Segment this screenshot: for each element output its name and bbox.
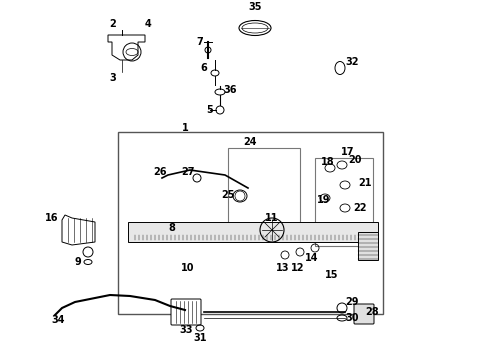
Text: 23: 23 (361, 237, 375, 247)
Text: 7: 7 (196, 37, 203, 47)
Text: 25: 25 (221, 190, 235, 200)
Text: 16: 16 (45, 213, 59, 223)
Text: 6: 6 (200, 63, 207, 73)
Text: 4: 4 (145, 19, 151, 29)
Bar (128, 222, 378, 242)
Text: 18: 18 (321, 157, 335, 167)
Text: 14: 14 (305, 253, 319, 263)
Text: 30: 30 (345, 313, 359, 323)
Bar (228, 148, 300, 236)
Text: 26: 26 (153, 167, 167, 177)
Text: 22: 22 (353, 203, 367, 213)
Text: 2: 2 (110, 19, 117, 29)
Text: 33: 33 (179, 325, 193, 335)
Text: 8: 8 (169, 223, 175, 233)
Text: 24: 24 (243, 137, 257, 147)
Text: 21: 21 (358, 178, 372, 188)
Bar (118, 132, 383, 314)
Text: 20: 20 (348, 155, 362, 165)
Text: 32: 32 (345, 57, 359, 67)
Text: 5: 5 (207, 105, 213, 115)
FancyBboxPatch shape (354, 304, 374, 324)
Text: 11: 11 (265, 213, 279, 223)
Text: 13: 13 (276, 263, 290, 273)
Text: 34: 34 (51, 315, 65, 325)
Text: 17: 17 (341, 147, 355, 157)
Text: 10: 10 (181, 263, 195, 273)
Text: 15: 15 (325, 270, 339, 280)
Text: 31: 31 (193, 333, 207, 343)
Text: 12: 12 (291, 263, 305, 273)
Text: 29: 29 (345, 297, 359, 307)
Text: 19: 19 (317, 195, 331, 205)
Text: 3: 3 (110, 73, 117, 83)
Text: 9: 9 (74, 257, 81, 267)
Bar (315, 158, 373, 246)
Text: 27: 27 (181, 167, 195, 177)
Text: 35: 35 (248, 2, 262, 12)
FancyBboxPatch shape (171, 299, 201, 325)
Bar (358, 232, 378, 260)
Text: 1: 1 (182, 123, 188, 133)
Text: 28: 28 (365, 307, 379, 317)
Text: 36: 36 (223, 85, 237, 95)
